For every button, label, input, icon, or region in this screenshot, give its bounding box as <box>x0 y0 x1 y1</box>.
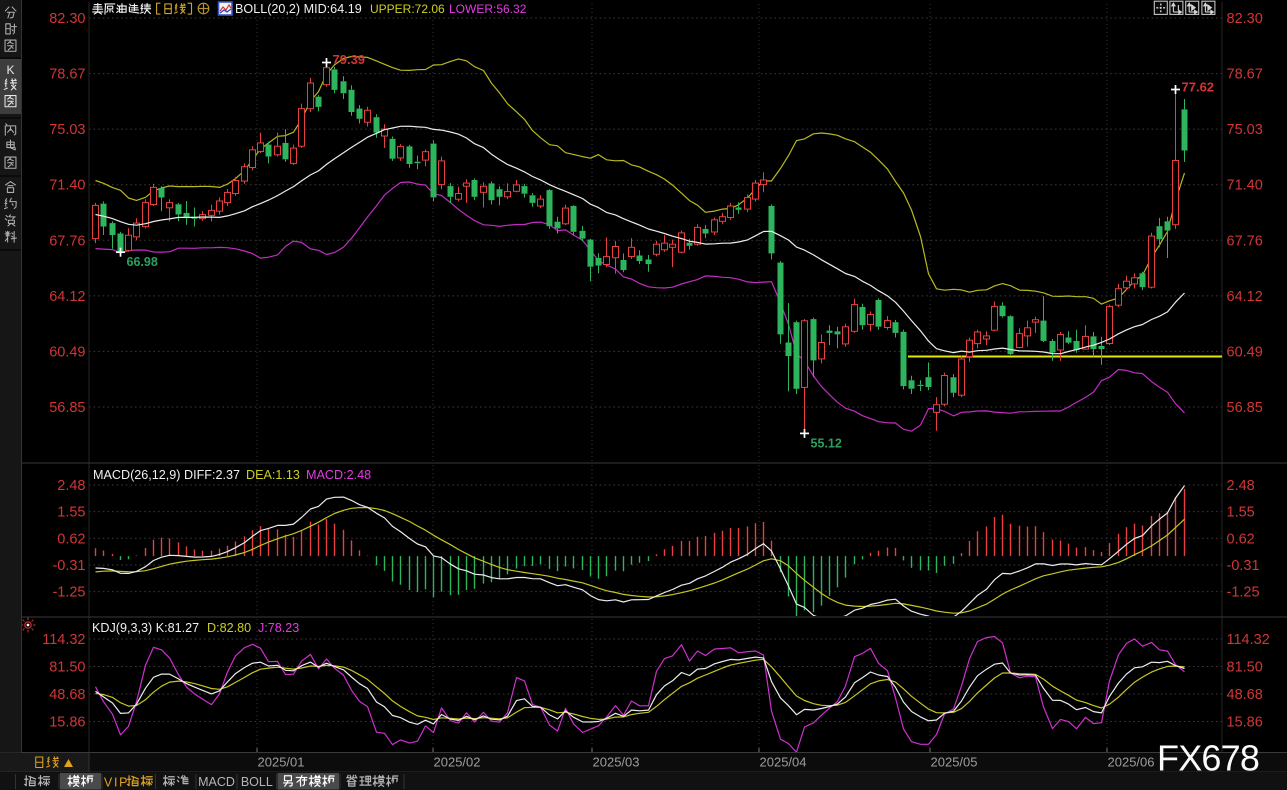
svg-text:J:78.23: J:78.23 <box>258 621 299 635</box>
svg-text:78.67: 78.67 <box>1227 67 1263 83</box>
svg-text:81.50: 81.50 <box>49 660 85 676</box>
svg-text:56.85: 56.85 <box>1227 400 1263 416</box>
svg-text:2025/04: 2025/04 <box>760 755 807 770</box>
svg-text:LOWER:56.32: LOWER:56.32 <box>449 2 527 16</box>
svg-text:64.12: 64.12 <box>1227 289 1263 305</box>
svg-text:48.68: 48.68 <box>49 687 85 703</box>
svg-text:56.85: 56.85 <box>49 400 85 416</box>
svg-text:114.32: 114.32 <box>1227 632 1270 648</box>
svg-text:55.12: 55.12 <box>811 436 842 450</box>
svg-text:-0.31: -0.31 <box>52 558 85 574</box>
svg-text:71.40: 71.40 <box>49 178 85 194</box>
svg-text:2.48: 2.48 <box>57 478 85 494</box>
svg-text:2025/02: 2025/02 <box>434 755 481 770</box>
svg-text:2025/06: 2025/06 <box>1108 755 1155 770</box>
svg-text:FX678: FX678 <box>1157 738 1259 779</box>
svg-text:0.62: 0.62 <box>1227 531 1255 547</box>
svg-text:78.67: 78.67 <box>49 67 85 83</box>
svg-text:77.62: 77.62 <box>1182 80 1215 95</box>
svg-text:V: V <box>104 776 113 790</box>
svg-text:75.03: 75.03 <box>49 122 85 138</box>
svg-text:-1.25: -1.25 <box>1227 585 1260 601</box>
svg-text:66.98: 66.98 <box>127 255 158 269</box>
svg-text:67.76: 67.76 <box>1227 233 1263 249</box>
svg-text:BOLL(20,2) MID:64.19: BOLL(20,2) MID:64.19 <box>235 2 362 16</box>
svg-text:48.68: 48.68 <box>1227 687 1263 703</box>
svg-text:60.49: 60.49 <box>1227 344 1263 360</box>
svg-text:82.30: 82.30 <box>49 11 85 27</box>
svg-text:MACD:2.48: MACD:2.48 <box>306 468 371 482</box>
svg-text:81.50: 81.50 <box>1227 660 1263 676</box>
svg-text:K: K <box>6 63 14 77</box>
svg-text:I: I <box>114 776 117 790</box>
svg-text:UPPER:72.06: UPPER:72.06 <box>370 2 445 16</box>
svg-text:79.39: 79.39 <box>333 52 366 67</box>
svg-text:1.55: 1.55 <box>1227 505 1255 521</box>
svg-text:0.62: 0.62 <box>57 531 85 547</box>
svg-text:2025/01: 2025/01 <box>258 755 305 770</box>
svg-text:MACD(26,12,9) DIFF:2.37: MACD(26,12,9) DIFF:2.37 <box>93 468 240 482</box>
svg-text:2.48: 2.48 <box>1227 478 1255 494</box>
svg-text:KDJ(9,3,3) K:81.27: KDJ(9,3,3) K:81.27 <box>92 621 199 635</box>
svg-text:2025/03: 2025/03 <box>593 755 640 770</box>
svg-text:1.55: 1.55 <box>57 505 85 521</box>
svg-text:71.40: 71.40 <box>1227 178 1263 194</box>
svg-text:64.12: 64.12 <box>49 289 85 305</box>
svg-text:15.86: 15.86 <box>49 715 85 731</box>
svg-text:BOLL: BOLL <box>241 775 273 789</box>
svg-text:60.49: 60.49 <box>49 344 85 360</box>
svg-text:D:82.80: D:82.80 <box>207 621 251 635</box>
svg-text:MACD: MACD <box>198 775 235 789</box>
svg-text:P: P <box>119 776 127 790</box>
svg-text:114.32: 114.32 <box>42 632 85 648</box>
svg-text:82.30: 82.30 <box>1227 11 1263 27</box>
svg-text:-0.31: -0.31 <box>1227 558 1260 574</box>
svg-text:-1.25: -1.25 <box>52 585 85 601</box>
svg-text:DEA:1.13: DEA:1.13 <box>246 468 300 482</box>
svg-text:2025/05: 2025/05 <box>931 755 978 770</box>
svg-text:15.86: 15.86 <box>1227 715 1263 731</box>
svg-text:67.76: 67.76 <box>49 233 85 249</box>
svg-text:75.03: 75.03 <box>1227 122 1263 138</box>
